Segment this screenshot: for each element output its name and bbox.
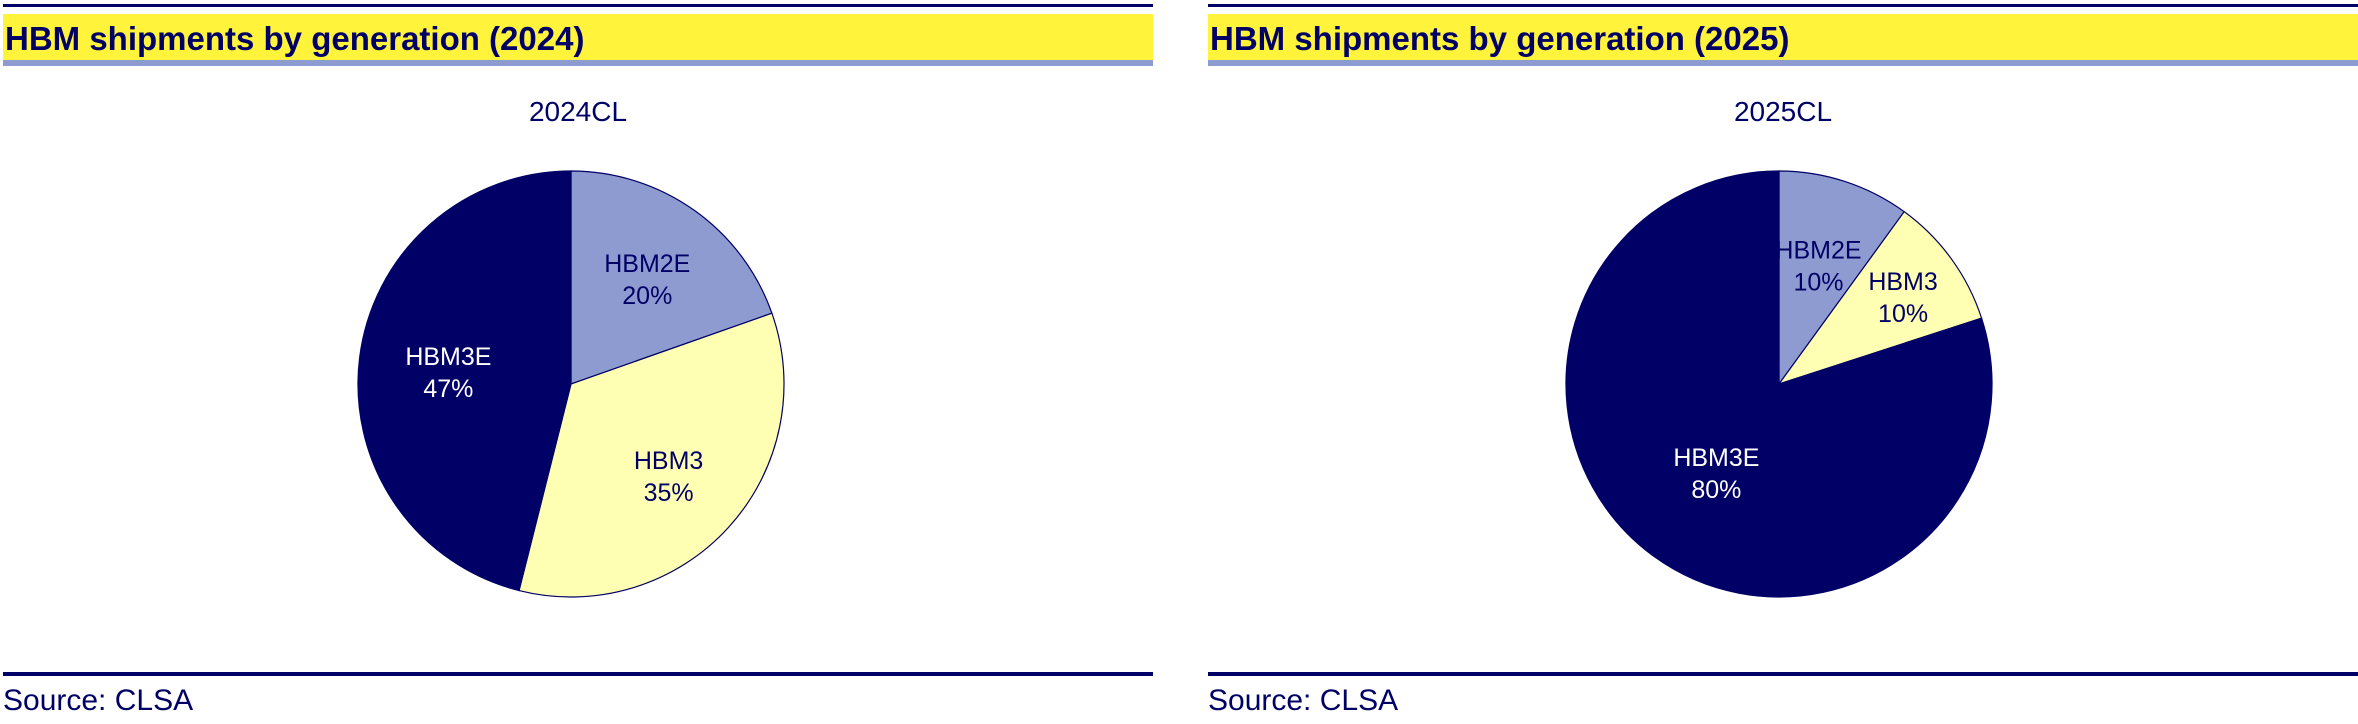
pie-label-value: 80% — [1691, 476, 1741, 504]
pie-label-hbm2e: HBM2E 10% — [1775, 236, 1861, 296]
pie-label-name: HBM3 — [1868, 268, 1937, 296]
pie-label-hbm3e: HBM3E 47% — [405, 343, 491, 403]
pie-label-value: 47% — [423, 375, 473, 403]
pie-label-hbm3: HBM3 35% — [634, 447, 703, 507]
pie-slice-hbm3 — [1777, 210, 1983, 386]
pie-label-name: HBM2E — [1775, 236, 1861, 264]
pie-chart-2024: HBM2E 20% HBM3 35% HBM3E 47% — [357, 170, 785, 598]
pie-label-name: HBM3 — [634, 447, 703, 475]
top-rule — [3, 4, 1153, 7]
pie-slice-hbm3e — [357, 170, 572, 592]
pie-label-value: 10% — [1878, 300, 1928, 328]
pie-slice-hbm2e — [1778, 170, 1906, 386]
pie-slice-hbm3e — [1565, 170, 1993, 598]
pie-label-value: 35% — [644, 479, 694, 507]
pie-label-value: 10% — [1793, 268, 1843, 296]
title-underline — [3, 60, 1153, 66]
pie-label-name: HBM3E — [405, 343, 491, 371]
title-underline — [1208, 60, 2358, 66]
pie-label-hbm3: HBM3 10% — [1868, 268, 1937, 328]
top-rule — [1208, 4, 2358, 7]
chart-title: 2025CL — [1733, 96, 1833, 127]
source-note: Source: CLSA — [3, 684, 194, 717]
title-band — [3, 14, 1153, 60]
pie-slice-hbm3 — [518, 312, 785, 598]
panel-title: HBM shipments by generation (2025) — [1210, 20, 1790, 57]
title-band — [1208, 14, 2358, 60]
panel-title: HBM shipments by generation (2024) — [5, 20, 585, 57]
pie-label-name: HBM2E — [604, 250, 690, 278]
bottom-rule — [3, 672, 1153, 676]
pie-label-value: 20% — [622, 282, 672, 310]
pie-label-name: HBM3E — [1673, 444, 1759, 472]
chart-panel-2025: HBM shipments by generation (2025) 2025C… — [1208, 0, 2358, 724]
pie-chart-2025: HBM2E 10% HBM3 10% HBM3E 80% — [1565, 170, 1993, 598]
source-note: Source: CLSA — [1208, 684, 1399, 717]
pie-label-hbm2e: HBM2E 20% — [604, 250, 690, 310]
chart-panel-2024: HBM shipments by generation (2024) 2024C… — [3, 0, 1153, 724]
chart-title: 2024CL — [528, 96, 628, 127]
pie-label-hbm3e: HBM3E 80% — [1673, 444, 1759, 504]
bottom-rule — [1208, 672, 2358, 676]
